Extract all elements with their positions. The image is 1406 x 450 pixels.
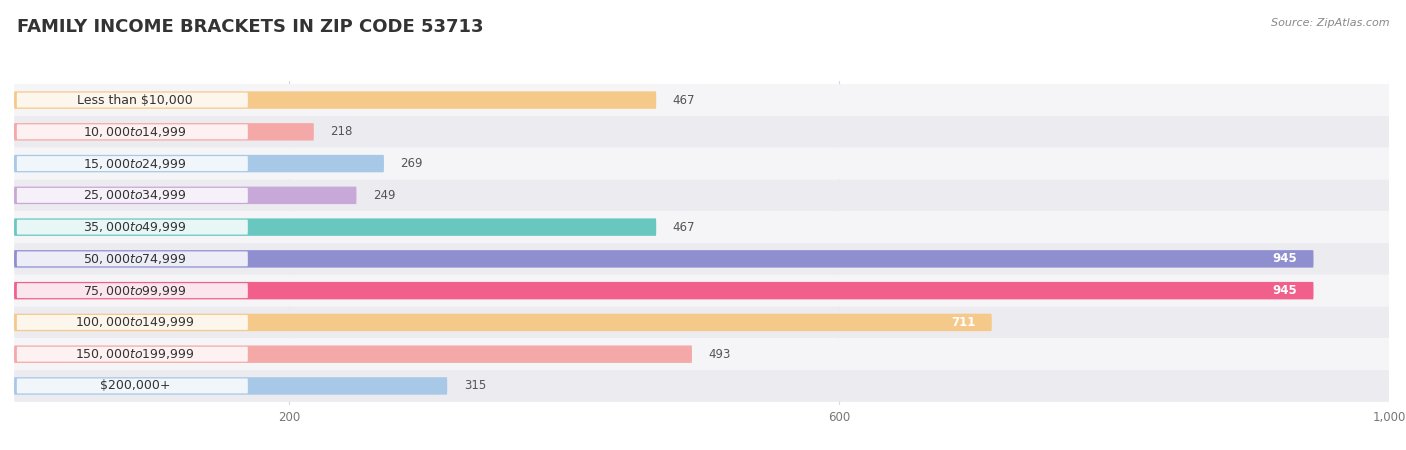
FancyBboxPatch shape [14, 306, 1389, 338]
Text: 315: 315 [464, 379, 486, 392]
Text: $35,000 to $49,999: $35,000 to $49,999 [83, 220, 187, 234]
Text: $10,000 to $14,999: $10,000 to $14,999 [83, 125, 187, 139]
FancyBboxPatch shape [14, 211, 1389, 243]
Text: $50,000 to $74,999: $50,000 to $74,999 [83, 252, 187, 266]
Text: $25,000 to $34,999: $25,000 to $34,999 [83, 189, 187, 202]
Text: 711: 711 [950, 316, 976, 329]
FancyBboxPatch shape [14, 91, 657, 109]
FancyBboxPatch shape [14, 218, 657, 236]
Text: $100,000 to $149,999: $100,000 to $149,999 [76, 315, 195, 329]
FancyBboxPatch shape [17, 156, 247, 171]
FancyBboxPatch shape [14, 314, 991, 331]
FancyBboxPatch shape [14, 346, 692, 363]
Text: 493: 493 [709, 348, 731, 361]
FancyBboxPatch shape [14, 84, 1389, 116]
Text: $75,000 to $99,999: $75,000 to $99,999 [83, 284, 187, 297]
FancyBboxPatch shape [17, 315, 247, 330]
FancyBboxPatch shape [14, 243, 1389, 275]
FancyBboxPatch shape [17, 378, 247, 393]
FancyBboxPatch shape [17, 283, 247, 298]
Text: 945: 945 [1272, 252, 1296, 266]
FancyBboxPatch shape [14, 123, 314, 140]
FancyBboxPatch shape [17, 252, 247, 266]
FancyBboxPatch shape [14, 275, 1389, 306]
Text: 249: 249 [373, 189, 395, 202]
FancyBboxPatch shape [14, 377, 447, 395]
Text: Less than $10,000: Less than $10,000 [77, 94, 193, 107]
FancyBboxPatch shape [14, 116, 1389, 148]
Text: $15,000 to $24,999: $15,000 to $24,999 [83, 157, 187, 171]
FancyBboxPatch shape [17, 188, 247, 203]
FancyBboxPatch shape [17, 124, 247, 140]
Text: $200,000+: $200,000+ [100, 379, 170, 392]
FancyBboxPatch shape [17, 93, 247, 108]
FancyBboxPatch shape [14, 187, 357, 204]
Text: 945: 945 [1272, 284, 1296, 297]
FancyBboxPatch shape [14, 148, 1389, 180]
Text: Source: ZipAtlas.com: Source: ZipAtlas.com [1271, 18, 1389, 28]
Text: 218: 218 [330, 125, 353, 138]
FancyBboxPatch shape [17, 220, 247, 234]
Text: 269: 269 [401, 157, 423, 170]
FancyBboxPatch shape [14, 250, 1313, 268]
FancyBboxPatch shape [14, 155, 384, 172]
FancyBboxPatch shape [17, 346, 247, 362]
FancyBboxPatch shape [14, 370, 1389, 402]
FancyBboxPatch shape [14, 180, 1389, 211]
Text: 467: 467 [672, 94, 695, 107]
FancyBboxPatch shape [14, 282, 1313, 299]
Text: FAMILY INCOME BRACKETS IN ZIP CODE 53713: FAMILY INCOME BRACKETS IN ZIP CODE 53713 [17, 18, 484, 36]
Text: $150,000 to $199,999: $150,000 to $199,999 [76, 347, 195, 361]
FancyBboxPatch shape [14, 338, 1389, 370]
Text: 467: 467 [672, 220, 695, 234]
